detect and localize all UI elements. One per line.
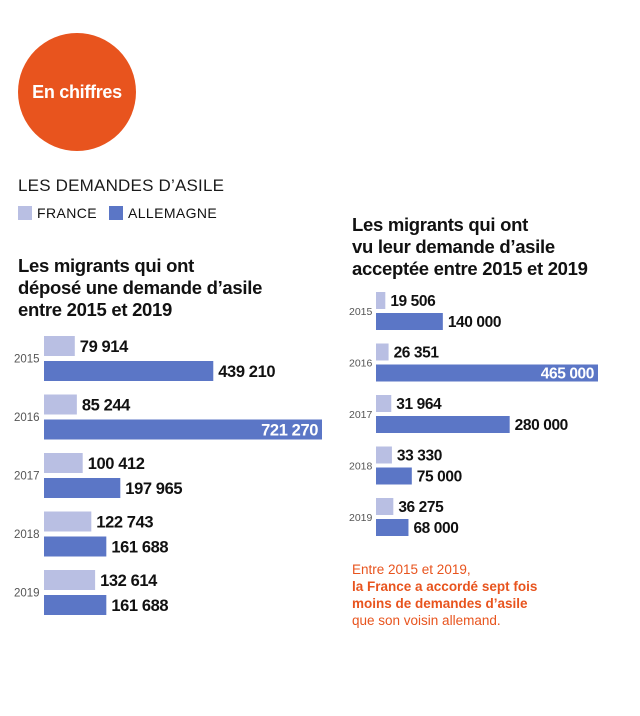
bar-france-2019 <box>44 570 96 590</box>
data-label-france-2019: 36 275 <box>398 499 444 516</box>
chart-title-line: acceptée entre 2015 et 2019 <box>352 258 588 279</box>
legend-swatch-france <box>18 206 32 220</box>
bar-france-2018 <box>44 511 92 532</box>
chart-title-line: déposé une demande d’asile <box>18 277 263 298</box>
data-label-allemagne-2018: 75 000 <box>417 469 462 486</box>
bar-allemagne-2015 <box>44 361 214 381</box>
data-label-france-2018: 122 743 <box>96 513 153 531</box>
data-label-france-2018: 33 330 <box>397 448 442 465</box>
bar-allemagne-2016 <box>376 364 598 382</box>
legend-label-allemagne: ALLEMAGNE <box>127 205 218 221</box>
data-label-allemagne-2016: 721 270 <box>261 421 318 439</box>
legend: FRANCE ALLEMAGNE <box>18 205 229 221</box>
bar-allemagne-2018 <box>376 467 412 485</box>
data-label-allemagne-2015: 140 000 <box>448 314 501 331</box>
data-label-allemagne-2016: 465 000 <box>541 366 594 383</box>
bar-france-2016 <box>44 394 77 415</box>
bar-france-2016 <box>376 343 389 361</box>
note-bold-1: la France a accordé sept fois <box>352 579 538 594</box>
data-label-france-2015: 79 914 <box>80 338 129 356</box>
data-label-france-2016: 85 244 <box>82 396 131 414</box>
conclusion-note: Entre 2015 et 2019, la France a accordé … <box>352 561 622 629</box>
bar-allemagne-2018 <box>44 536 107 557</box>
bar-france-2018 <box>376 446 392 464</box>
legend-item-france: FRANCE <box>18 205 97 221</box>
bar-france-2015 <box>376 292 386 309</box>
year-tick-label: 2018 <box>349 461 373 473</box>
chart-title-acceptees: Les migrants qui ont vu leur demande d’a… <box>352 214 632 280</box>
chart-title-line: vu leur demande d’asile <box>352 236 555 257</box>
bar-allemagne-2017 <box>44 478 121 498</box>
data-label-france-2017: 31 964 <box>396 396 442 413</box>
bar-allemagne-2016 <box>44 419 322 440</box>
data-label-allemagne-2015: 439 210 <box>218 363 275 381</box>
year-tick-label: 2016 <box>349 358 373 370</box>
bar-allemagne-2015 <box>376 313 443 330</box>
note-line-1: Entre 2015 et 2019, <box>352 562 471 577</box>
data-label-allemagne-2017: 280 000 <box>515 417 568 434</box>
data-label-france-2015: 19 506 <box>390 293 436 310</box>
data-label-france-2019: 132 614 <box>100 572 158 590</box>
en-chiffres-badge: En chiffres <box>18 33 136 151</box>
year-tick-label: 2017 <box>349 409 373 421</box>
chart-title-line: Les migrants qui ont <box>18 255 194 276</box>
chart-title-line: entre 2015 et 2019 <box>18 299 173 320</box>
bar-france-2017 <box>376 395 392 412</box>
year-tick-label: 2017 <box>14 471 40 483</box>
bar-france-2017 <box>44 453 83 473</box>
year-tick-label: 2015 <box>349 306 373 318</box>
note-bold-2: moins de demandes d’asile <box>352 596 528 611</box>
data-label-allemagne-2019: 161 688 <box>111 597 168 615</box>
section-title: LES DEMANDES D’ASILE <box>18 176 225 195</box>
year-tick-label: 2015 <box>14 354 40 366</box>
data-label-allemagne-2017: 197 965 <box>125 480 182 498</box>
legend-label-france: FRANCE <box>37 205 97 221</box>
bar-allemagne-2017 <box>376 416 510 433</box>
year-tick-label: 2018 <box>14 529 40 541</box>
year-tick-label: 2016 <box>14 412 40 424</box>
data-label-france-2016: 26 351 <box>394 345 440 362</box>
note-line-2: que son voisin allemand. <box>352 613 501 628</box>
legend-swatch-allemagne <box>108 206 123 220</box>
bar-france-2015 <box>44 336 75 356</box>
chart-title-line: Les migrants qui ont <box>352 214 528 235</box>
year-tick-label: 2019 <box>14 588 40 600</box>
data-label-france-2017: 100 412 <box>88 455 145 473</box>
bar-allemagne-2019 <box>376 519 409 536</box>
chart-title-deposees: Les migrants qui ont déposé une demande … <box>18 255 338 321</box>
bar-allemagne-2019 <box>44 595 107 615</box>
year-tick-label: 2019 <box>349 512 373 524</box>
bar-france-2019 <box>376 498 394 515</box>
data-label-allemagne-2018: 161 688 <box>111 538 168 556</box>
legend-item-allemagne: ALLEMAGNE <box>108 205 218 221</box>
data-label-allemagne-2019: 68 000 <box>413 520 458 537</box>
